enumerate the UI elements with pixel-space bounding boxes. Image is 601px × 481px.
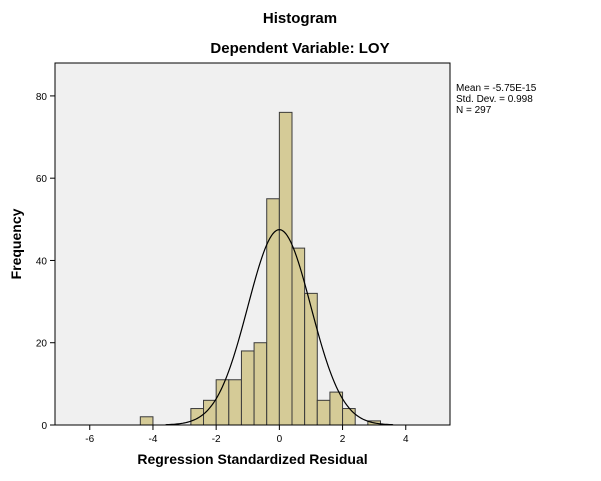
x-tick-label: 0: [277, 434, 283, 445]
x-tick-label: 4: [403, 434, 409, 445]
histogram-bar: [190, 408, 205, 426]
histogram-bar: [329, 391, 344, 426]
y-tick-label: 60: [36, 174, 48, 185]
stats-mean: Mean = -5.75E-15: [456, 83, 537, 94]
y-tick-label: 20: [36, 339, 48, 350]
x-tick-label: -4: [149, 434, 158, 445]
histogram-bar: [342, 408, 356, 426]
histogram-bar: [228, 379, 242, 426]
stats-legend: Mean = -5.75E-15 Std. Dev. = 0.998 N = 2…: [456, 83, 536, 116]
stats-std-dev: Std. Dev. = 0.998: [456, 94, 533, 105]
stats-n: N = 297: [456, 105, 492, 116]
x-tick-label: -6: [85, 434, 94, 445]
plot-frame: [54, 62, 451, 426]
chart-subtitle: Dependent Variable: LOY: [210, 40, 390, 57]
histogram-bar: [139, 416, 154, 426]
chart-title: Histogram: [262, 10, 338, 27]
histogram-bar: [278, 111, 293, 426]
histogram-bar: [316, 399, 331, 426]
y-tick-label: 80: [36, 92, 48, 103]
y-axis-label: Frequency: [8, 208, 24, 280]
x-axis-label: Regression Standardized Residual: [137, 451, 368, 467]
histogram-bar: [240, 350, 255, 426]
x-tick-label: -2: [212, 434, 221, 445]
x-tick-label: 2: [340, 434, 346, 445]
histogram-bar: [304, 292, 318, 426]
histogram-bar: [253, 342, 268, 426]
y-tick-label: 0: [41, 421, 47, 432]
y-tick-label: 40: [36, 256, 48, 267]
normal-curve: [165, 229, 394, 426]
